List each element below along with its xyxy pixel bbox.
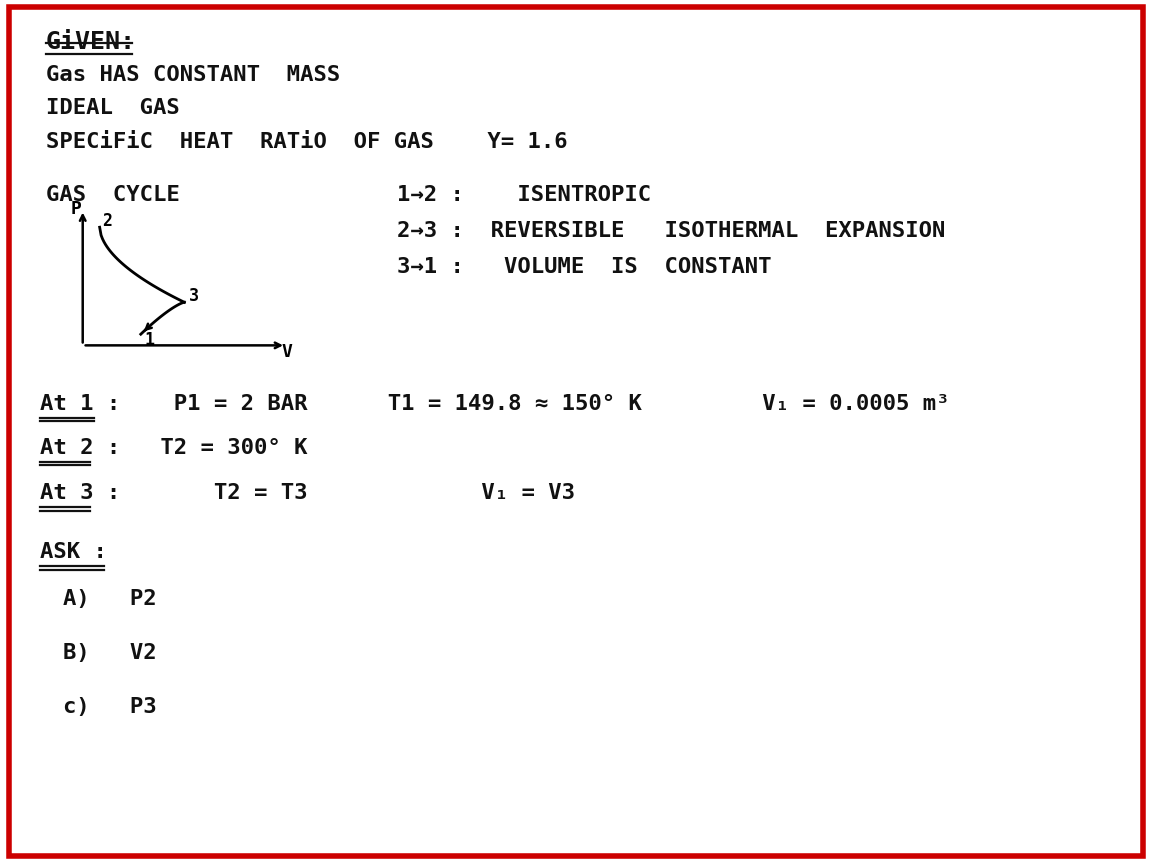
Text: 3→1 :   VOLUME  IS  CONSTANT: 3→1 : VOLUME IS CONSTANT bbox=[397, 257, 772, 277]
Text: 1: 1 bbox=[144, 331, 154, 350]
Text: SPECiFiC  HEAT  RATiO  OF GAS    Y= 1.6: SPECiFiC HEAT RATiO OF GAS Y= 1.6 bbox=[46, 132, 568, 152]
Text: A)   P2: A) P2 bbox=[63, 589, 157, 608]
Text: IDEAL  GAS: IDEAL GAS bbox=[46, 98, 180, 118]
Text: c)   P3: c) P3 bbox=[63, 697, 157, 717]
Text: At 2 :   T2 = 300° K: At 2 : T2 = 300° K bbox=[40, 438, 308, 457]
Text: 2: 2 bbox=[103, 211, 112, 230]
Text: P: P bbox=[70, 200, 82, 218]
Text: 3: 3 bbox=[189, 287, 199, 305]
Text: ASK :: ASK : bbox=[40, 542, 107, 562]
Text: At 1 :    P1 = 2 BAR      T1 = 149.8 ≈ 150° K         V₁ = 0.0005 m³: At 1 : P1 = 2 BAR T1 = 149.8 ≈ 150° K V₁… bbox=[40, 394, 949, 413]
Text: 2→3 :  REVERSIBLE   ISOTHERMAL  EXPANSION: 2→3 : REVERSIBLE ISOTHERMAL EXPANSION bbox=[397, 221, 946, 241]
Text: GAS  CYCLE: GAS CYCLE bbox=[46, 185, 180, 205]
Text: B)   V2: B) V2 bbox=[63, 643, 157, 663]
Text: V: V bbox=[281, 343, 291, 361]
Text: GiVEN:: GiVEN: bbox=[46, 30, 136, 54]
Text: Gas HAS CONSTANT  MASS: Gas HAS CONSTANT MASS bbox=[46, 65, 340, 85]
Text: 1→2 :    ISENTROPIC: 1→2 : ISENTROPIC bbox=[397, 185, 652, 205]
Text: At 3 :       T2 = T3             V₁ = V3: At 3 : T2 = T3 V₁ = V3 bbox=[40, 483, 575, 503]
